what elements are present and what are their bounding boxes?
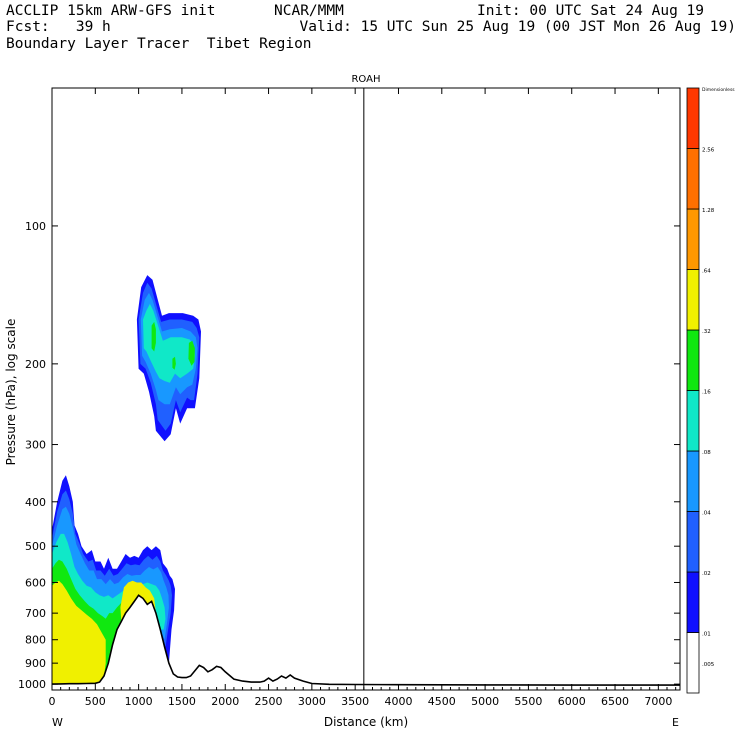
colorbar-swatch (686, 208, 700, 270)
tracer-region-lower-level-6 (120, 580, 156, 622)
colorbar-swatch (686, 571, 700, 633)
x-tick-label: 3000 (298, 695, 326, 708)
colorbar-label: .32 (702, 329, 711, 335)
tracer-region-upper-level-4 (143, 303, 195, 383)
tracer-region-lower-level-6 (52, 580, 106, 685)
colorbar-label: .16 (702, 390, 711, 396)
tracer-contours (52, 275, 201, 685)
x-tick-label: 0 (49, 695, 56, 708)
y-tick-label: 700 (25, 607, 46, 620)
x-tick-label: 1500 (168, 695, 196, 708)
x-axis-label: Distance (km) (324, 715, 408, 729)
y-tick-label: 800 (25, 634, 46, 647)
colorbar-title: Dimensionless (702, 87, 735, 93)
colorbar-swatch (686, 390, 700, 452)
x-tick-label: 6000 (558, 695, 586, 708)
colorbar: .005 .01 .02 .04 .08 .16 .32 .64 1.28 2.56 Dimensi… (686, 87, 735, 694)
plot-frame (51, 87, 681, 691)
y-axis: 100 200 300 400 500 600 700 800 900 1000 (18, 220, 680, 691)
x-tick-label: 2000 (211, 695, 239, 708)
x-tick-label: 2500 (255, 695, 283, 708)
y-tick-label: 900 (25, 657, 46, 670)
colorbar-swatch (686, 632, 700, 694)
tracer-region-upper-level-5 (172, 356, 176, 370)
colorbar-swatch (686, 511, 700, 573)
tracer-region-upper-level-5 (188, 340, 195, 366)
y-tick-label: 200 (25, 358, 46, 371)
x-left-label: W (52, 716, 63, 729)
colorbar-swatch (686, 87, 700, 149)
colorbar-label: 2.56 (702, 148, 715, 154)
header-product: Boundary Layer Tracer Tibet Region (6, 36, 312, 52)
colorbar-swatch (686, 148, 700, 210)
colorbar-label: .64 (702, 269, 711, 275)
x-axis: 0 500 1000 1500 2000 2500 3000 3500 4000 4500 5000… (49, 88, 677, 708)
colorbar-label: 1.28 (702, 208, 715, 214)
x-tick-label: 1000 (125, 695, 153, 708)
y-tick-label: 600 (25, 576, 46, 589)
colorbar-label: .08 (702, 450, 711, 456)
header-fcst: Fcst: 39 h (6, 19, 111, 35)
colorbar-swatch (686, 269, 700, 331)
tracer-region-upper-level-5 (151, 321, 156, 352)
header-init: Init: 00 UTC Sat 24 Aug 19 (477, 3, 704, 19)
x-tick-label: 3500 (341, 695, 369, 708)
x-tick-label: 7000 (644, 695, 672, 708)
colorbar-label: .02 (702, 571, 711, 577)
x-right-label: E (672, 716, 679, 729)
x-tick-label: 5500 (514, 695, 542, 708)
y-tick-label: 500 (25, 540, 46, 553)
y-tick-label: 400 (25, 496, 46, 509)
colorbar-label: .04 (702, 511, 711, 517)
x-tick-label: 6500 (601, 695, 629, 708)
colorbar-swatch (686, 329, 700, 391)
y-tick-label: 100 (25, 220, 46, 233)
chart-title: ROAH (351, 74, 380, 85)
colorbar-label: .01 (702, 632, 711, 638)
terrain-line (51, 594, 680, 686)
header-model: ACCLIP 15km ARW-GFS init (6, 3, 216, 19)
y-axis-label: Pressure (hPa), log scale (4, 319, 18, 466)
x-tick-label: 4000 (384, 695, 412, 708)
x-tick-label: 5000 (471, 695, 499, 708)
colorbar-label: .005 (702, 662, 715, 668)
header-org: NCAR/MMM (274, 3, 344, 19)
y-tick-label: 300 (25, 439, 46, 452)
y-tick-label: 1000 (18, 678, 46, 691)
header-valid: Valid: 15 UTC Sun 25 Aug 19 (00 JST Mon … (299, 19, 737, 35)
x-tick-label: 4500 (428, 695, 456, 708)
colorbar-swatch (686, 450, 700, 512)
x-tick-label: 500 (85, 695, 106, 708)
